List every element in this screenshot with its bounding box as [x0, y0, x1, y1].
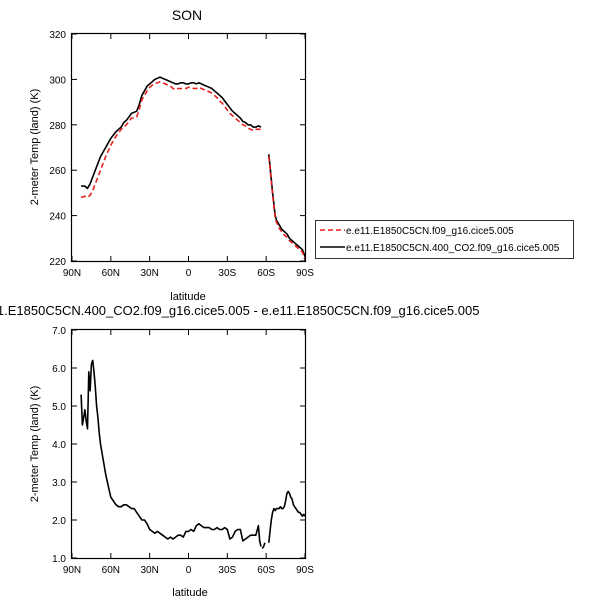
- bottom-chart-frame: [70, 328, 307, 560]
- top-chart-y-tick-label: 300: [49, 75, 66, 86]
- top-chart-x-tick-label: 30N: [140, 268, 158, 279]
- top-chart-y-tick-label: 240: [49, 212, 66, 223]
- top-chart-x-tick-label: 0: [186, 268, 192, 279]
- bottom-chart-y-tick-label: 1.0: [52, 554, 66, 565]
- top-chart-y-tick-label: 320: [49, 30, 66, 41]
- top-chart-x-ticks: 90N 60N 30N 0 30S 60S 90S: [63, 34, 314, 279]
- top-chart-x-tick-label: 60N: [102, 268, 120, 279]
- top-chart-x-tick-label: 60S: [257, 268, 275, 279]
- bottom-chart-y-tick-label: 5.0: [52, 402, 66, 413]
- bottom-chart-series-0-segment-2: [268, 490, 306, 543]
- bottom-chart-y-tick-label: 7.0: [52, 326, 66, 337]
- top-chart-series-0-segment-0: [81, 76, 262, 190]
- bottom-chart-x-tick-label: 90S: [296, 565, 314, 576]
- legend-entry-control: e.e11.E1850C5CN.f09_g16.cice5.005: [346, 226, 514, 237]
- bottom-chart-series-0-segment-0: [80, 359, 262, 547]
- bottom-chart-title: e.e11.E1850C5CN.400_CO2.f09_g16.cice5.00…: [0, 303, 479, 318]
- top-chart-y-axis-label: 2-meter Temp (land) (K): [29, 89, 41, 206]
- bottom-chart-series: [80, 359, 306, 549]
- legend-entry-co2: e.e11.E1850C5CN.400_CO2.f09_g16.cice5.00…: [346, 243, 560, 254]
- top-chart-y-tick-label: 260: [49, 166, 66, 177]
- top-chart-legend: e.e11.E1850C5CN.f09_g16.cice5.005 e.e11.…: [315, 220, 574, 259]
- top-chart-y-ticks: 220 240 260 280 300 320: [49, 30, 305, 268]
- bottom-chart-series-0-segment-1: [261, 542, 266, 549]
- bottom-chart-y-axis-label: 2-meter Temp (land) (K): [29, 386, 41, 503]
- bottom-chart-x-tick-label: 90N: [63, 565, 81, 576]
- top-chart: SON 90N 60N 30N 0 30S 60S 90S 220 240 260 280 300 3…: [29, 7, 574, 303]
- top-chart-y-tick-label: 280: [49, 121, 66, 132]
- top-chart-x-tick-label: 30S: [218, 268, 236, 279]
- top-chart-frame: [70, 32, 307, 263]
- bottom-chart-y-tick-label: 3.0: [52, 478, 66, 489]
- top-chart-series-1-segment-0: [80, 80, 261, 199]
- top-chart-series: [80, 76, 306, 261]
- bottom-chart-y-tick-label: 4.0: [52, 440, 66, 451]
- top-chart-x-axis-label: latitude: [170, 291, 205, 303]
- bottom-chart-y-ticks: 1.0 2.0 3.0 4.0 5.0 6.0 7.0: [52, 326, 305, 565]
- bottom-chart-x-tick-label: 60N: [102, 565, 120, 576]
- bottom-chart-x-tick-label: 0: [186, 565, 192, 576]
- top-chart-title: SON: [172, 7, 202, 23]
- top-chart-y-tick-label: 220: [49, 257, 66, 268]
- bottom-chart-x-axis-label: latitude: [172, 587, 207, 599]
- bottom-chart-x-tick-label: 30S: [218, 565, 236, 576]
- legend-box: [315, 220, 574, 259]
- top-chart-x-tick-label: 90N: [63, 268, 81, 279]
- bottom-chart: e.e11.E1850C5CN.400_CO2.f09_g16.cice5.00…: [0, 303, 479, 599]
- bottom-chart-y-tick-label: 2.0: [52, 516, 66, 527]
- top-chart-series-1-segment-1: [268, 156, 306, 261]
- bottom-chart-x-tick-label: 60S: [257, 565, 275, 576]
- bottom-chart-y-tick-label: 6.0: [52, 364, 66, 375]
- top-chart-x-tick-label: 90S: [296, 268, 314, 279]
- bottom-chart-x-ticks: 90N 60N 30N 0 30S 60S 90S: [63, 330, 314, 576]
- bottom-chart-x-tick-label: 30N: [140, 565, 158, 576]
